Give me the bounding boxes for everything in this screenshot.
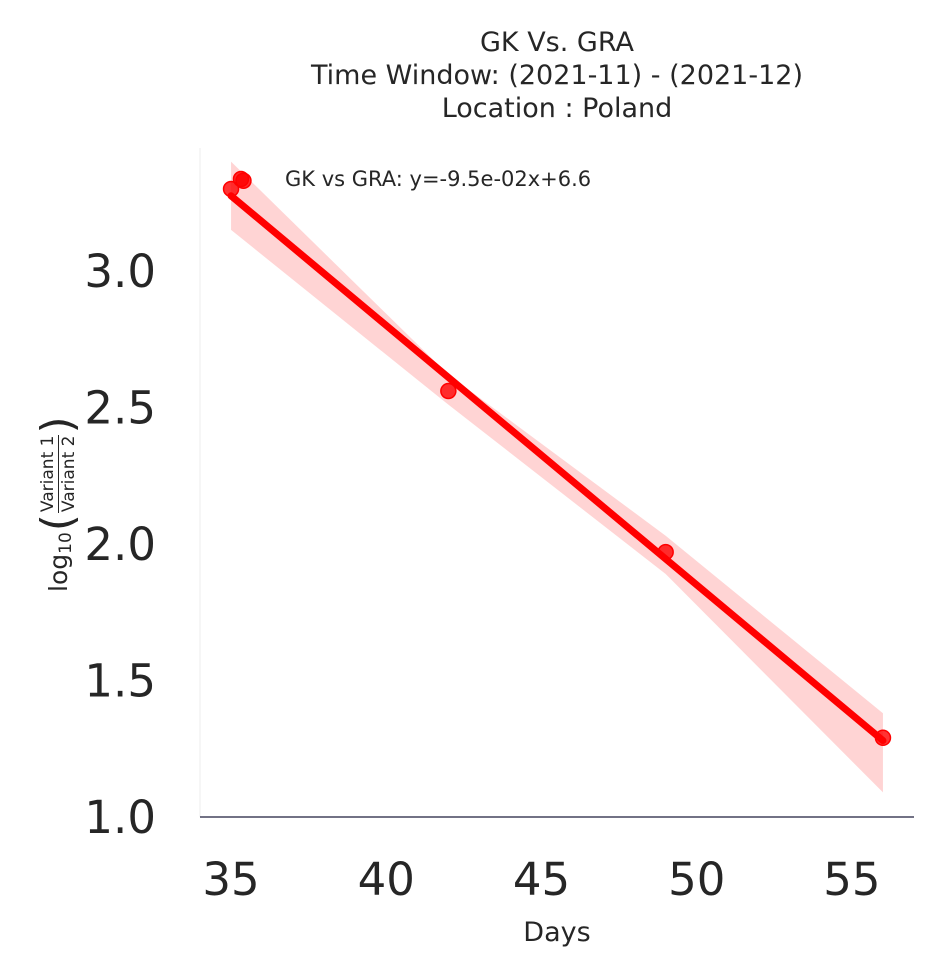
data-point: [657, 543, 674, 561]
x-tick-label: 45: [513, 853, 570, 906]
chart-title-line: Location : Poland: [441, 93, 673, 124]
data-point: [222, 180, 240, 198]
x-axis-label: Days: [523, 917, 591, 948]
legend-marker: [232, 170, 250, 188]
x-tick-label: 50: [668, 853, 725, 906]
y-tick-label: 1.0: [84, 791, 156, 844]
y-label-log: log: [43, 553, 73, 592]
y-tick-label: 2.0: [84, 518, 156, 571]
chart-title-line: Time Window: (2021-11) - (2021-12): [311, 60, 803, 91]
y-label-fraction: Variant 1 Variant 2: [37, 434, 79, 514]
x-tick-label: 55: [823, 853, 880, 906]
regression-line: [227, 192, 887, 745]
confidence-band: [231, 161, 883, 793]
x-tick-label: 35: [202, 853, 259, 906]
y-axis-label: log 10(Variant 1 Variant 2): [32, 416, 83, 592]
x-tick-label: 40: [358, 853, 415, 906]
y-tick-label: 2.5: [84, 381, 156, 434]
chart-title-line: GK Vs. GRA: [480, 27, 634, 58]
data-point: [874, 729, 892, 747]
y-label-subscript: 10: [56, 532, 76, 554]
y-label-numerator: Variant 1: [37, 434, 59, 514]
data-point: [440, 382, 457, 400]
legend-label: GK vs GRA: y=-9.5e-02x+6.6: [285, 167, 591, 191]
chart-title: GK Vs. GRA Time Window: (2021-11) - (202…: [200, 26, 914, 125]
y-tick-label: 3.0: [84, 245, 156, 298]
y-label-denominator: Variant 2: [58, 435, 79, 513]
y-tick-label: 1.5: [84, 654, 156, 707]
